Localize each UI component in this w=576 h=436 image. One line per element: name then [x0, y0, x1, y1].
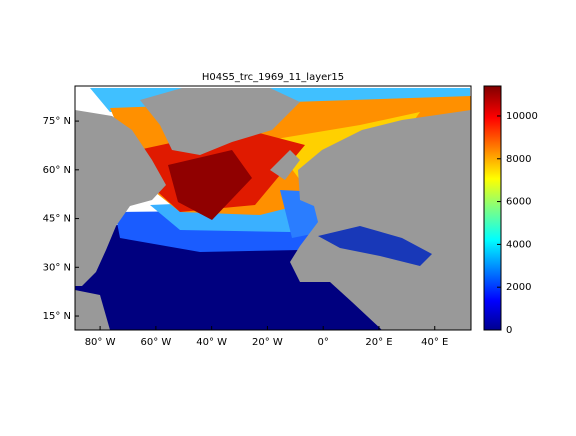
colorbar-tick-label: 0	[506, 325, 512, 336]
colorbar	[483, 85, 502, 331]
colorbar-tick-label: 6000	[506, 197, 531, 208]
colorbar-tick-label: 4000	[506, 239, 531, 250]
map-field	[75, 86, 471, 330]
y-tick-label: 45° N	[43, 214, 71, 225]
colorbar-tick-label: 8000	[506, 154, 531, 165]
x-tick-label: 0°	[318, 337, 329, 348]
x-tick-label: 20° E	[365, 337, 392, 348]
y-tick-label: 60° N	[43, 165, 71, 176]
x-tick-label: 20° W	[252, 337, 283, 348]
y-tick-label: 75° N	[43, 116, 71, 127]
colorbar-tick-label: 10000	[506, 111, 538, 122]
colorbar-tick-label: 2000	[506, 282, 531, 293]
title: H04S5_trc_1969_11_layer15	[202, 72, 344, 83]
x-tick-label: 40° W	[196, 337, 227, 348]
map-frame	[74, 85, 472, 331]
x-tick-label: 60° W	[140, 337, 171, 348]
y-tick-label: 15° N	[43, 311, 71, 322]
x-tick-label: 80° W	[85, 337, 116, 348]
y-tick-label: 30° N	[43, 262, 71, 273]
x-tick-label: 40° E	[421, 337, 448, 348]
